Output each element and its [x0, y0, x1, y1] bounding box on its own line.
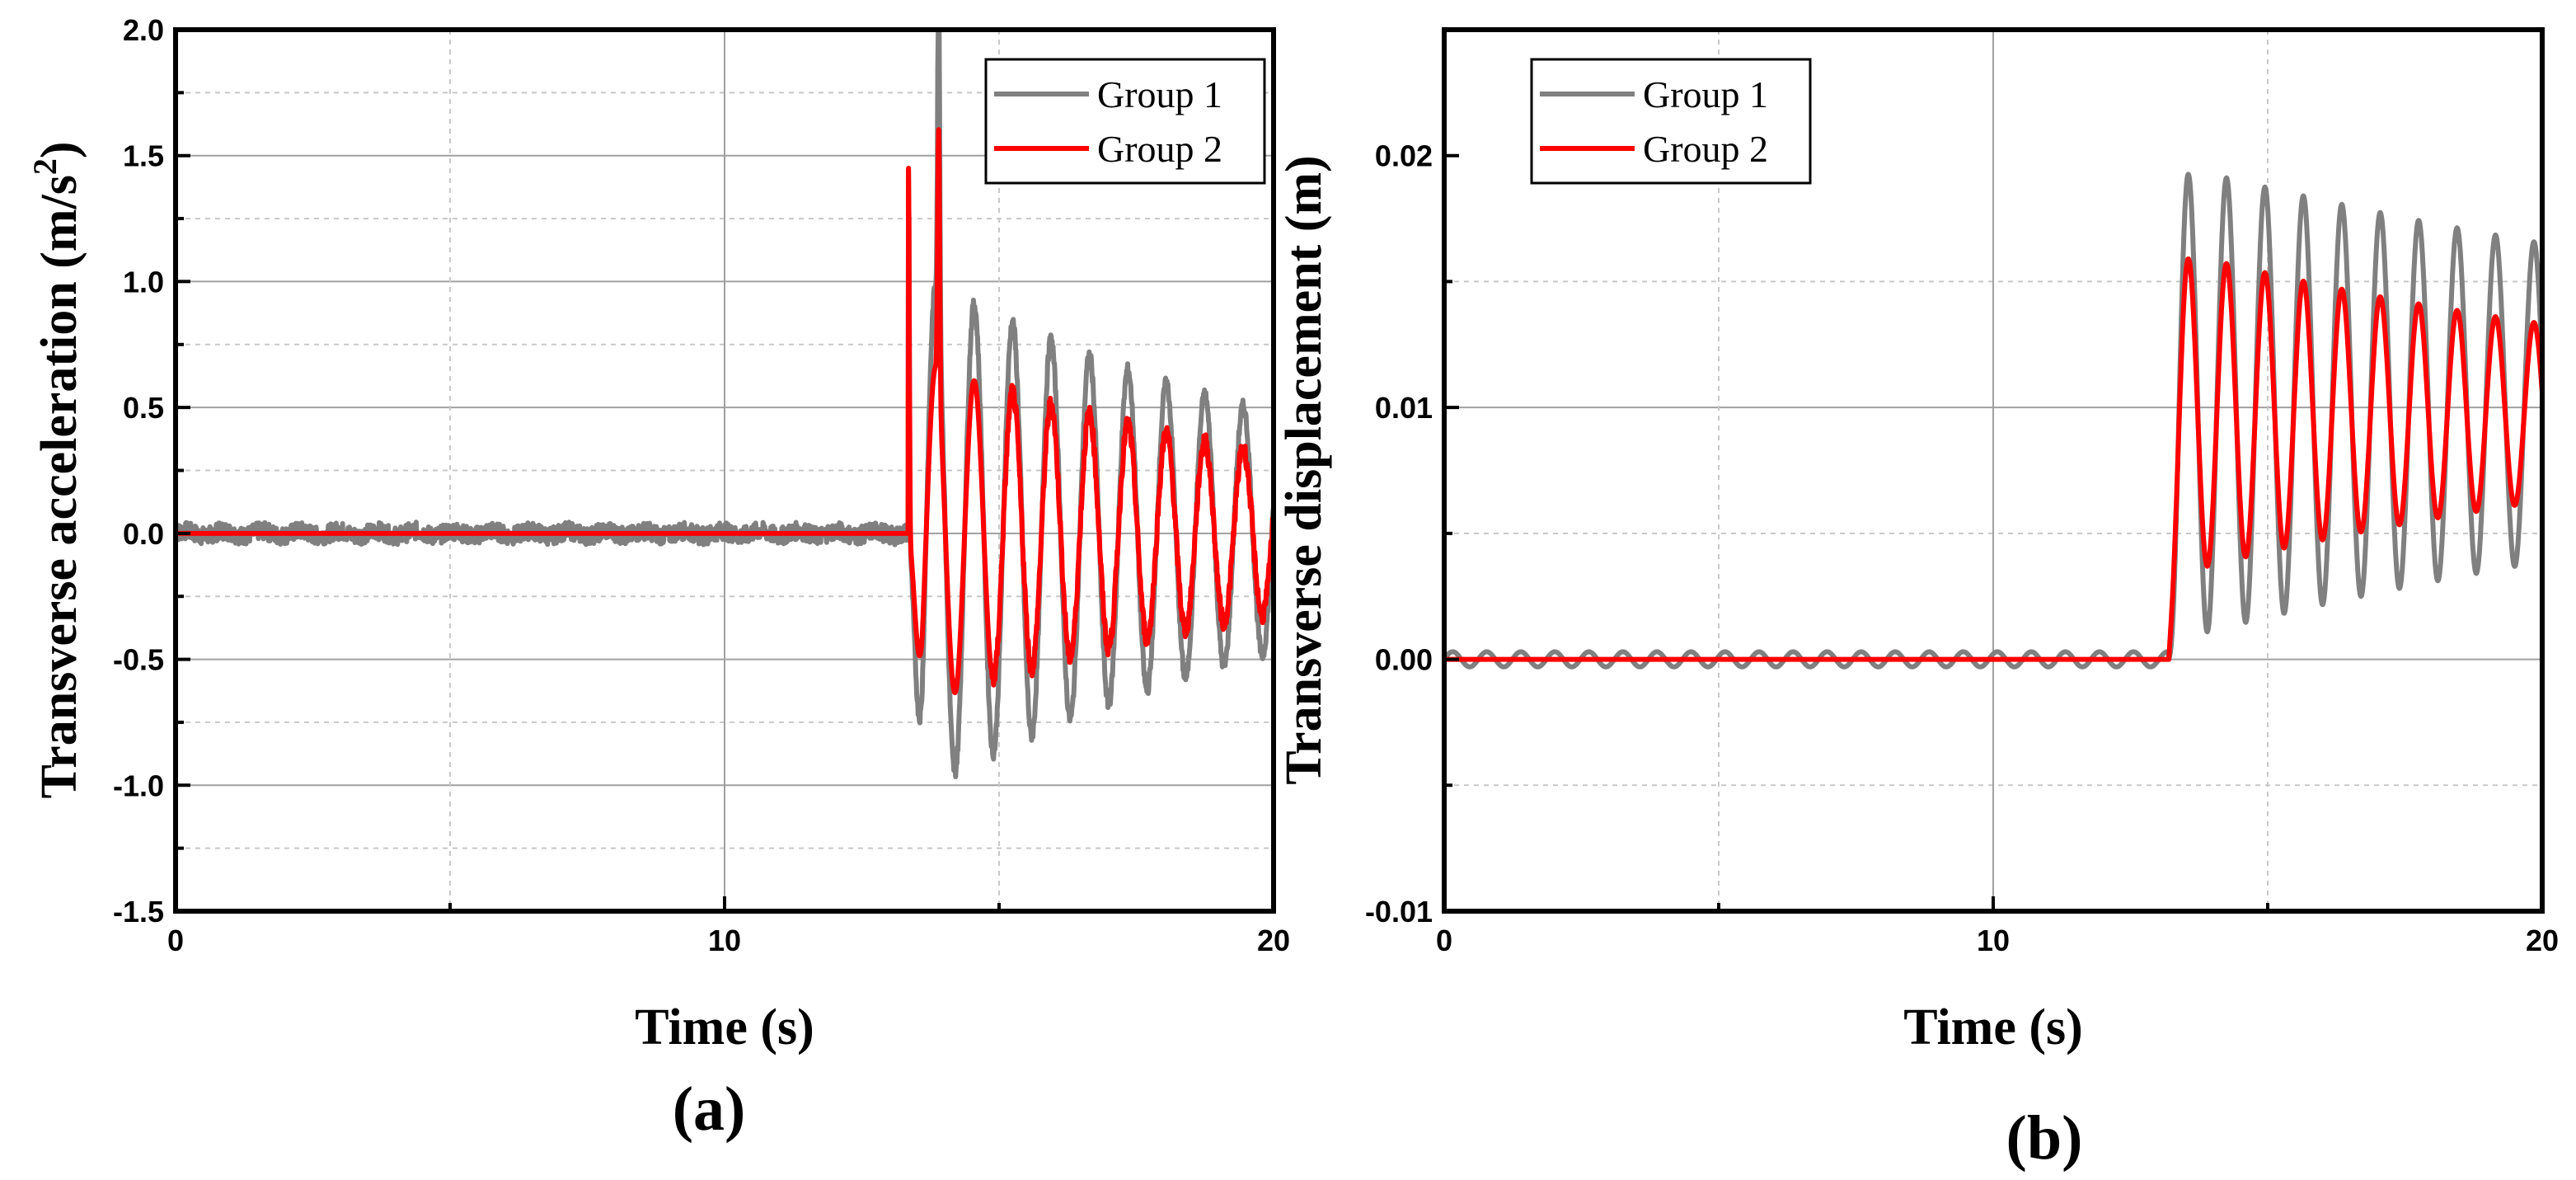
- y-tick-label: 0.01: [1375, 391, 1433, 425]
- y-tick-label: 2.0: [123, 13, 164, 47]
- legend-label: Group 2: [1643, 128, 1768, 170]
- series-line-group-1: [173, 27, 1276, 779]
- y-tick-label: -1.5: [113, 895, 164, 928]
- legend-label: Group 1: [1643, 73, 1768, 115]
- y-tick-label: 1.5: [123, 139, 164, 173]
- series-line-group-1: [1442, 172, 2545, 670]
- x-tick-label: 20: [1257, 924, 1290, 957]
- panel-b-x-axis-title: Time (s): [1903, 999, 2083, 1055]
- x-tick-label: 0: [167, 924, 184, 957]
- y-tick-label: 0.00: [1375, 643, 1433, 677]
- panel-a-ticks: -1.5 -1.0 -0.5 0.0 0.5 1.0 1.5 2.0 0 10 20: [113, 13, 1290, 957]
- legend-label: Group 2: [1097, 128, 1222, 170]
- y-tick-label: 0.02: [1375, 139, 1433, 173]
- panel-b-ticks: -0.01 0.00 0.01 0.02 0 10 20: [1365, 139, 2559, 957]
- series-line-group-2: [173, 127, 1276, 695]
- panel-b-y-axis-title: Transverse displacement (m): [1276, 155, 1332, 784]
- x-tick-label: 20: [2526, 924, 2559, 957]
- panel-a-y-axis-title: Transverse acceleration (m/s2): [26, 141, 87, 798]
- y-tick-label: -0.01: [1365, 895, 1433, 928]
- panel-a-x-axis-title: Time (s): [635, 999, 814, 1055]
- legend-box: [984, 58, 1266, 185]
- x-tick-label: 10: [1977, 924, 2010, 957]
- y-tick-label: 0.0: [123, 517, 164, 551]
- panel-b-legend: Group 1 Group 2: [1530, 58, 1812, 185]
- panel-a-series: [173, 27, 1276, 779]
- panel-a-label: (a): [673, 1074, 746, 1144]
- panel-a-legend: Group 1 Group 2: [984, 58, 1266, 185]
- panel-b-chart: -0.01 0.00 0.01 0.02 0 10 20 Group 1 Group 2 Ti…: [1276, 27, 2559, 1173]
- panel-b-label: (b): [2006, 1103, 2083, 1173]
- panel-a-chart: -1.5 -1.0 -0.5 0.0 0.5 1.0 1.5 2.0 0 10 20 Group 1…: [26, 13, 1290, 1144]
- panel-b-series: [1442, 172, 2545, 670]
- legend-label: Group 1: [1097, 73, 1222, 115]
- series-line-group-2: [1442, 256, 2545, 662]
- x-tick-label: 0: [1436, 924, 1452, 957]
- legend-box: [1530, 58, 1812, 185]
- y-tick-label: -1.0: [113, 769, 164, 802]
- y-tick-label: 1.0: [123, 265, 164, 299]
- y-tick-label: -0.5: [113, 643, 164, 677]
- x-tick-label: 10: [708, 924, 741, 957]
- y-tick-label: 0.5: [123, 391, 164, 425]
